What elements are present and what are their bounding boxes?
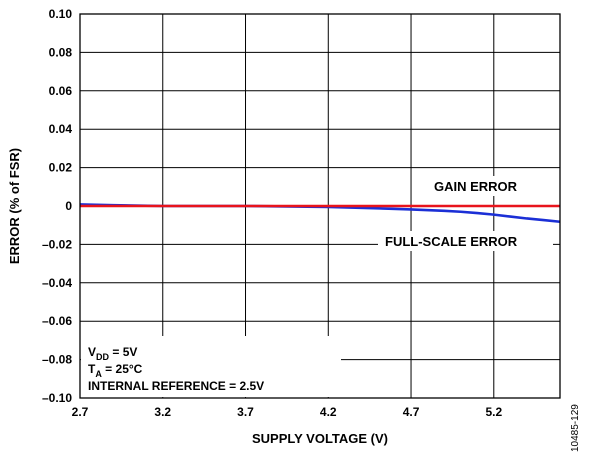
y-tick-label: –0.10 — [42, 391, 72, 405]
y-tick-label: 0.08 — [49, 45, 73, 59]
y-tick-label: –0.02 — [42, 237, 72, 251]
gain-error-label-bg — [427, 176, 547, 196]
y-axis-title: ERROR (% of FSR) — [7, 148, 22, 264]
figure-id: 10485-129 — [570, 404, 581, 452]
y-tick-label: 0 — [65, 199, 72, 213]
x-tick-labels: 2.7 3.2 3.7 4.2 4.7 5.2 — [72, 405, 503, 419]
y-tick-label: 0.06 — [49, 84, 73, 98]
condition-line: TA = 25°C — [88, 362, 143, 379]
y-tick-label: 0.04 — [49, 122, 73, 136]
condition-line: INTERNAL REFERENCE = 2.5V — [88, 379, 264, 393]
condition-line: VDD = 5V — [88, 345, 137, 362]
full-scale-error-label-bg — [378, 231, 553, 251]
y-tick-label: 0.10 — [49, 7, 73, 21]
series-lines — [79, 203, 561, 224]
gain-error-label: GAIN ERROR — [434, 179, 518, 194]
x-tick-label: 4.2 — [320, 405, 337, 419]
x-tick-label: 4.7 — [403, 405, 420, 419]
x-tick-label: 5.2 — [485, 405, 502, 419]
x-tick-label: 3.2 — [154, 405, 171, 419]
x-tick-label: 3.7 — [237, 405, 254, 419]
y-tick-labels: 0.10 0.08 0.06 0.04 0.02 0 –0.02 –0.04 –0.06 –0.0… — [42, 7, 72, 405]
y-tick-label: –0.08 — [42, 353, 72, 367]
x-tick-label: 2.7 — [72, 405, 89, 419]
plot-frame — [79, 13, 561, 399]
x-axis-title: SUPPLY VOLTAGE (V) — [252, 431, 388, 446]
y-tick-label: –0.04 — [42, 276, 72, 290]
full-scale-error-label: FULL-SCALE ERROR — [385, 234, 518, 249]
conditions-box — [81, 336, 341, 397]
y-tick-label: 0.02 — [49, 161, 73, 175]
y-tick-label: –0.06 — [42, 314, 72, 328]
